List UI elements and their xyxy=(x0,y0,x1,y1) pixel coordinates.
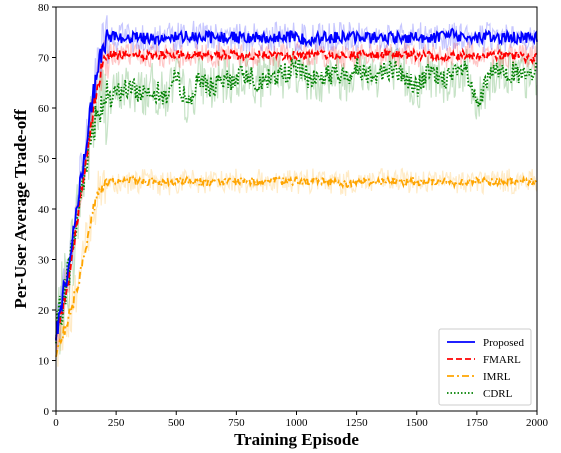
series-line-fmarl xyxy=(55,47,538,339)
x-tick-label: 1250 xyxy=(346,417,369,429)
legend-label-imrl: IMRL xyxy=(483,371,511,383)
y-axis-title: Per-User Average Trade-off xyxy=(11,109,30,309)
x-tick-label: 1750 xyxy=(466,417,489,429)
band-cdrl xyxy=(55,44,538,355)
series-lines xyxy=(55,27,538,357)
legend: Proposed FMARL IMRL CDRL xyxy=(438,328,532,406)
y-axis-ticks: 0 10 20 30 40 50 60 70 80 xyxy=(38,2,56,418)
x-tick-label: 0 xyxy=(53,417,59,429)
band-fmarl xyxy=(55,40,538,351)
y-tick-label: 30 xyxy=(38,255,50,267)
x-tick-label: 1000 xyxy=(286,417,309,429)
y-tick-label: 10 xyxy=(38,356,50,368)
x-axis-title: Training Episode xyxy=(234,430,359,449)
legend-box xyxy=(438,328,532,406)
band-imrl xyxy=(55,167,538,367)
y-tick-label: 60 xyxy=(38,103,50,115)
series-line-cdrl xyxy=(55,56,538,344)
series-line-proposed xyxy=(55,27,538,341)
x-tick-label: 750 xyxy=(228,417,245,429)
y-tick-label: 40 xyxy=(38,204,50,216)
y-tick-label: 20 xyxy=(38,305,50,317)
x-axis-ticks: 0 250 500 750 1000 1250 1500 1750 2000 xyxy=(53,411,549,429)
x-tick-label: 250 xyxy=(108,417,125,429)
x-tick-label: 1500 xyxy=(406,417,429,429)
y-tick-label: 50 xyxy=(38,154,50,166)
y-tick-label: 70 xyxy=(38,53,50,65)
series-line-imrl xyxy=(55,174,538,357)
y-tick-label: 0 xyxy=(44,406,50,418)
x-tick-label: 2000 xyxy=(526,417,549,429)
legend-label-fmarl: FMARL xyxy=(483,354,521,366)
y-tick-label: 80 xyxy=(38,2,50,14)
legend-label-cdrl: CDRL xyxy=(483,388,513,400)
x-tick-label: 500 xyxy=(168,417,185,429)
legend-label-proposed: Proposed xyxy=(483,337,524,349)
